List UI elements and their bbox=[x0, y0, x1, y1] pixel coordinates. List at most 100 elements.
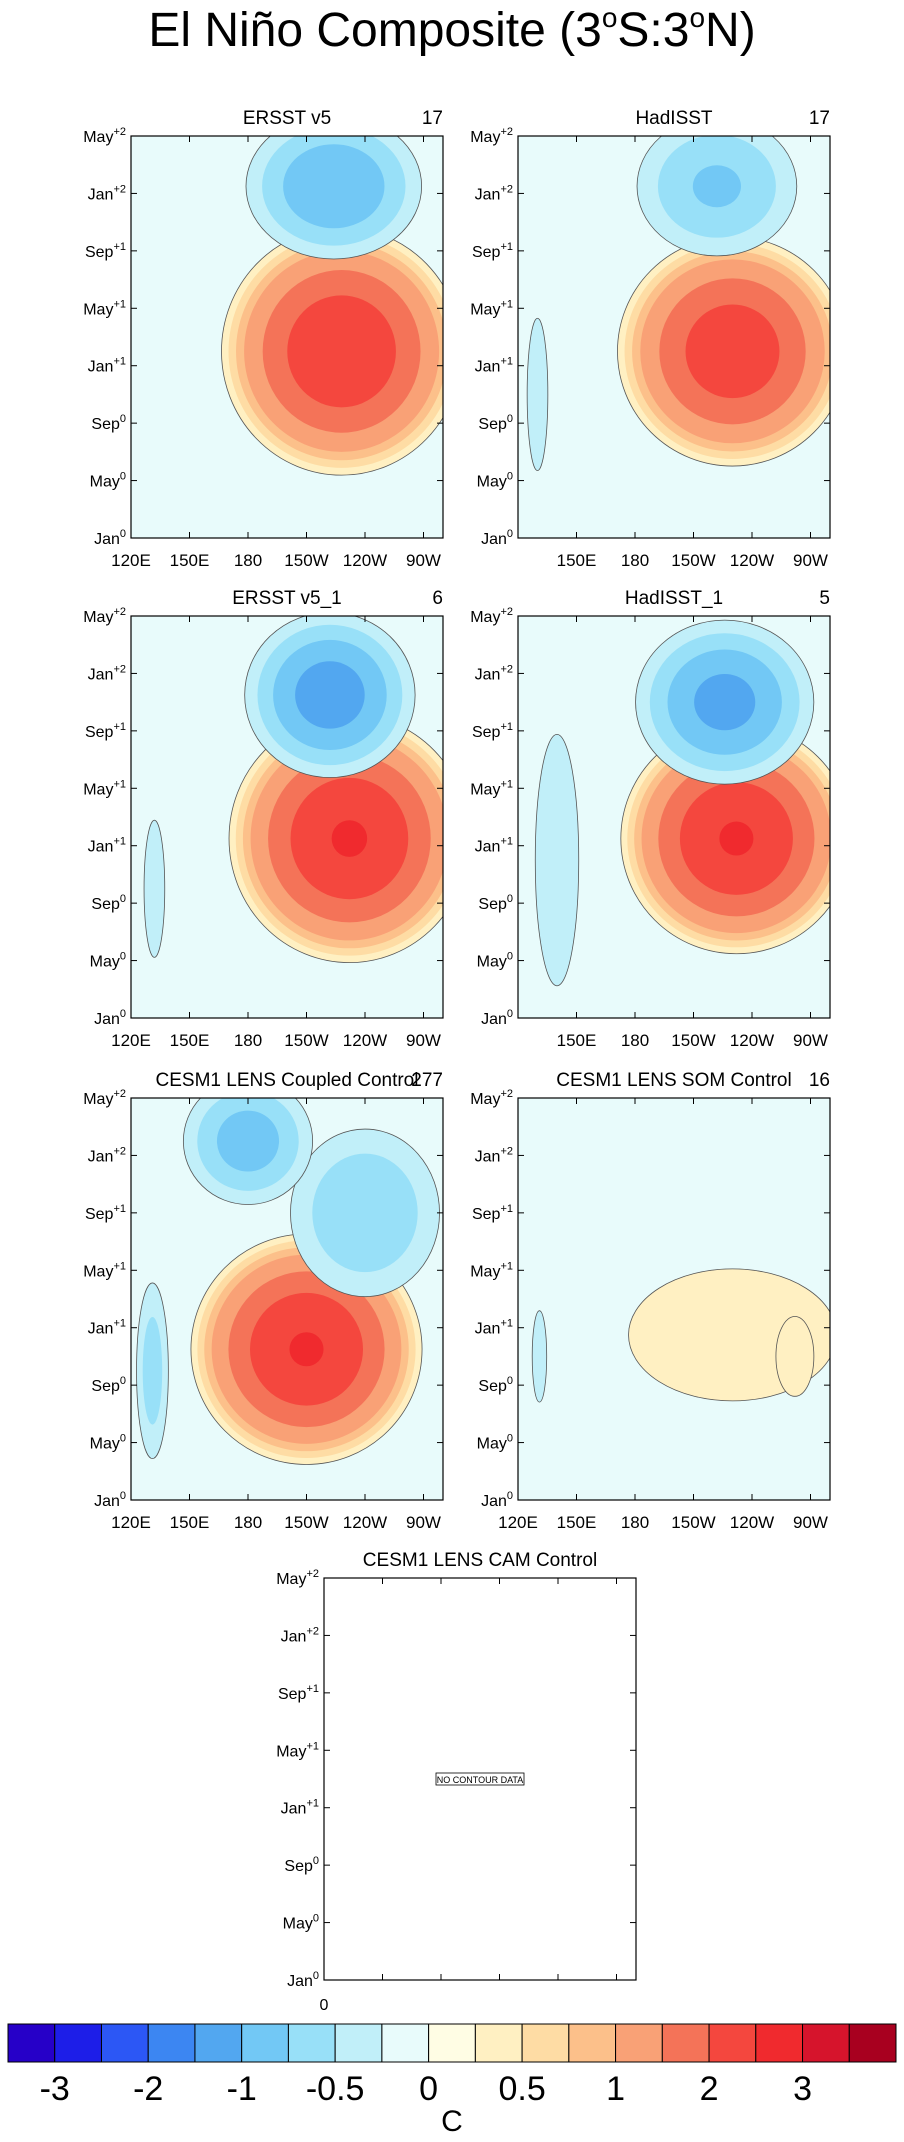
colorbar-label-5: 0 bbox=[419, 2070, 438, 2108]
colorbar-label-9: 3 bbox=[793, 2070, 812, 2108]
panel-6-feature-3-band-1 bbox=[531, 1310, 548, 1403]
colorbar-swatch-13 bbox=[568, 2023, 617, 2063]
panel-5-xtick-label-1: 150E bbox=[170, 1513, 210, 1532]
panel-6-ytick-label-7: May+2 bbox=[470, 1088, 513, 1108]
panel-1-ytick-label-7: May+2 bbox=[83, 126, 126, 146]
panel-3: ERSST v5_1 6 Jan0 May0 Sep0 Jan+1 May+1 Sep+1 Ja… bbox=[83, 588, 444, 1050]
panel-1-ytick-label-6: Jan+2 bbox=[88, 183, 126, 203]
panel-4-title: HadISST_1 bbox=[625, 588, 723, 609]
panel-7-ytick-label-5: Sep+1 bbox=[278, 1683, 319, 1703]
panel-3-xtick-label-0: 120E bbox=[111, 1031, 151, 1050]
panel-2-xtick-label-5: 90W bbox=[793, 551, 828, 570]
colorbar-label-2: -2 bbox=[133, 2070, 163, 2108]
figure-title: El Niño Composite (3oS:3oN) bbox=[148, 2, 755, 57]
colorbar-swatch-7 bbox=[287, 2023, 336, 2063]
panel-2-ytick-label-0: Jan0 bbox=[481, 528, 513, 548]
panel-1-ytick-label-0: Jan0 bbox=[94, 528, 126, 548]
panel-3-ytick-label-2: Sep0 bbox=[91, 893, 126, 913]
panel-4-xtick-label-2: 180 bbox=[621, 1031, 649, 1050]
panel-6-ytick-label-3: Jan+1 bbox=[475, 1318, 513, 1338]
figure-title-end: N) bbox=[705, 4, 756, 57]
panel-4-feature-2-band-4 bbox=[694, 674, 756, 731]
panel-5-ytick-label-6: Jan+2 bbox=[88, 1145, 126, 1165]
panel-3-xtick-label-2: 180 bbox=[234, 1031, 262, 1050]
panel-3-feature-3-band-1 bbox=[143, 819, 166, 958]
panel-5-feature-1-band-7 bbox=[289, 1332, 324, 1367]
colorbar-swatch-11 bbox=[474, 2023, 523, 2063]
colorbar-label-4: -0.5 bbox=[306, 2070, 365, 2108]
panel-2-ytick-label-5: Sep+1 bbox=[472, 241, 513, 261]
panel-7-ytick-label-1: May0 bbox=[283, 1913, 319, 1933]
colorbar-label-6: 0.5 bbox=[498, 2070, 545, 2108]
panel-3-ytick-label-0: Jan0 bbox=[94, 1008, 126, 1028]
panel-7-ytick-label-0: Jan0 bbox=[287, 1970, 319, 1990]
panel-5-ytick-label-2: Sep0 bbox=[91, 1375, 126, 1395]
panel-3-frame bbox=[130, 615, 444, 1019]
panel-5-xtick-label-2: 180 bbox=[234, 1513, 262, 1532]
figure-title-middle: S:3 bbox=[617, 4, 689, 57]
panel-7-ytick-label-4: May+1 bbox=[276, 1740, 319, 1760]
panel-6-xtick-label-5: 90W bbox=[793, 1513, 828, 1532]
colorbar-swatch-8 bbox=[334, 2023, 383, 2063]
panel-2-ytick-label-6: Jan+2 bbox=[475, 183, 513, 203]
panel-1-field bbox=[131, 136, 443, 538]
colorbar-label-1: -3 bbox=[40, 2070, 70, 2108]
panel-6-ytick-label-0: Jan0 bbox=[481, 1490, 513, 1510]
panel-6-title: CESM1 LENS SOM Control bbox=[556, 1070, 791, 1091]
colorbar-swatch-10 bbox=[428, 2023, 476, 2063]
panel-5-ytick-label-5: Sep+1 bbox=[85, 1203, 126, 1223]
panel-3-feature-2-band-4 bbox=[295, 661, 365, 729]
panel-3-title: ERSST v5_1 bbox=[232, 588, 341, 609]
colorbar-swatch-4 bbox=[147, 2023, 196, 2063]
panel-1-feature-1-band-6 bbox=[287, 295, 396, 408]
panel-3-ytick-label-5: Sep+1 bbox=[85, 721, 126, 741]
panel-6: CESM1 LENS SOM Control 16 Jan0 May0 Sep0 Jan+… bbox=[470, 1070, 831, 1532]
colorbar-swatch-17 bbox=[755, 2023, 804, 2063]
colorbar-swatch-12 bbox=[521, 2023, 570, 2063]
figure-title-superscript-2: o bbox=[689, 2, 705, 33]
panel-2-count: 17 bbox=[809, 108, 830, 129]
panel-4-field bbox=[518, 616, 830, 1018]
panel-2-feature-2-band-3 bbox=[692, 165, 741, 208]
panel-2-xtick-label-2: 180 bbox=[621, 551, 649, 570]
panel-1-xtick-label-0: 120E bbox=[111, 551, 151, 570]
panel-5-count: 277 bbox=[411, 1070, 443, 1091]
colorbar-swatch-18 bbox=[802, 2023, 850, 2063]
panel-2-title: HadISST bbox=[635, 108, 712, 129]
panel-6-xtick-label-0: 120E bbox=[498, 1513, 538, 1532]
panel-4-xtick-label-5: 90W bbox=[793, 1031, 828, 1050]
panel-1-xtick-label-4: 120W bbox=[343, 551, 387, 570]
panel-6-field bbox=[518, 1098, 830, 1500]
panel-5-field bbox=[131, 1098, 443, 1500]
panel-6-ytick-label-6: Jan+2 bbox=[475, 1145, 513, 1165]
panel-3-xtick-label-1: 150E bbox=[170, 1031, 210, 1050]
panel-6-ytick-label-1: May0 bbox=[477, 1433, 513, 1453]
colorbar: -3 -2 -1 -0.5 0 0.5 1 2 3 bbox=[7, 2023, 897, 2108]
panel-2-xtick-label-1: 150E bbox=[557, 551, 597, 570]
colorbar-swatch-15 bbox=[661, 2023, 710, 2063]
panel-5-feature-3-band-3 bbox=[216, 1110, 280, 1172]
panel-5-ytick-label-3: Jan+1 bbox=[88, 1318, 126, 1338]
panel-2-ytick-label-3: Jan+1 bbox=[475, 356, 513, 376]
figure-title-main: El Niño Composite (3 bbox=[148, 4, 602, 57]
panel-6-xtick-label-1: 150E bbox=[557, 1513, 597, 1532]
no-contour-data-label: NO CONTOUR DATA bbox=[437, 1775, 524, 1785]
panel-1-count: 17 bbox=[422, 108, 443, 129]
panel-7-ytick-label-3: Jan+1 bbox=[281, 1798, 319, 1818]
colorbar-swatch-6 bbox=[241, 2023, 289, 2063]
panel-1: ERSST v5 17 Jan0 May0 Sep0 Jan+1 May+1 Sep+1 Jan… bbox=[83, 108, 444, 570]
colorbar-swatch-1 bbox=[7, 2023, 56, 2063]
colorbar-units-label: C bbox=[441, 2105, 463, 2138]
panel-4-xtick-label-4: 120W bbox=[730, 1031, 774, 1050]
panel-4-xtick-label-3: 150W bbox=[671, 1031, 715, 1050]
panel-4-feature-1-band-7 bbox=[719, 821, 754, 856]
colorbar-swatch-3 bbox=[100, 2023, 149, 2063]
panel-5-ytick-label-7: May+2 bbox=[83, 1088, 126, 1108]
panel-2-ytick-label-2: Sep0 bbox=[478, 413, 513, 433]
panel-1-frame bbox=[130, 135, 444, 539]
panel-1-xtick-label-1: 150E bbox=[170, 551, 210, 570]
panel-1-ytick-label-3: Jan+1 bbox=[88, 356, 126, 376]
panel-7-frame bbox=[323, 1577, 637, 1981]
panel-1-xtick-label-2: 180 bbox=[234, 551, 262, 570]
panel-3-feature-1-band-7 bbox=[331, 820, 368, 857]
